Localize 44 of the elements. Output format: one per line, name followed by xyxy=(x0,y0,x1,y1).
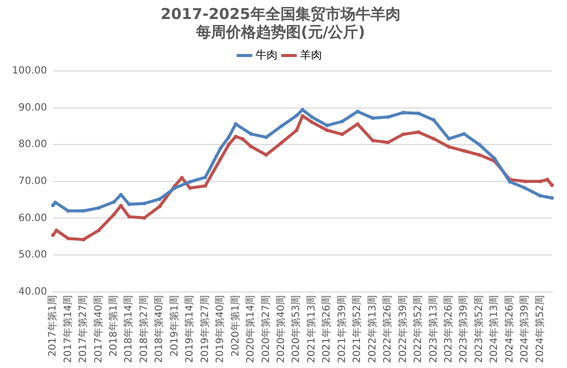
x-tick-label: 2024年第39周 xyxy=(518,294,531,364)
x-tick-label: 2018年第27周 xyxy=(138,294,150,364)
x-tick-label: 2018年第14周 xyxy=(122,294,135,364)
x-tick-label: 2022年第39周 xyxy=(396,294,409,364)
x-tick-label: 2023年第52周 xyxy=(472,294,485,364)
x-tick-label: 2018年第40周 xyxy=(153,294,166,364)
y-tick-label: 100.00 xyxy=(12,66,47,77)
y-tick-label: 50.00 xyxy=(18,250,47,261)
x-tick-label: 2017年第1周 xyxy=(46,294,59,357)
x-tick-label: 2023年第39周 xyxy=(458,294,470,364)
legend-label: 羊肉 xyxy=(300,48,322,62)
x-tick-label: 2019年第1周 xyxy=(168,294,180,357)
x-tick-label: 2021年第52周 xyxy=(351,294,364,364)
x-tick-label: 2020年第53周 xyxy=(290,294,302,364)
legend-label: 牛肉 xyxy=(256,48,278,62)
x-tick-label: 2017年第40周 xyxy=(92,294,104,364)
y-tick-label: 90.00 xyxy=(18,102,47,114)
x-tick-label: 2021年第26周 xyxy=(320,294,333,364)
x-tick-label: 2018年第1周 xyxy=(107,294,120,357)
x-tick-label: 2024年第52周 xyxy=(534,294,546,364)
chart-title: 2017-2025年全国集贸市场牛羊肉 xyxy=(160,4,400,23)
x-tick-label: 2023年第26周 xyxy=(442,294,455,364)
y-tick-label: 40.00 xyxy=(18,286,47,298)
x-tick-label: 2022年第13周 xyxy=(366,294,378,364)
x-tick-label: 2019年第40周 xyxy=(214,294,226,364)
x-tick-label: 2020年第27周 xyxy=(260,294,272,364)
y-tick-label: 60.00 xyxy=(18,212,47,224)
x-tick-label: 2020年第14周 xyxy=(244,294,257,364)
x-tick-label: 2022年第26周 xyxy=(382,294,394,364)
x-tick-label: 2024年第26周 xyxy=(503,294,516,364)
x-tick-label: 2023年第13周 xyxy=(427,294,440,364)
x-tick-label: 2020年第40周 xyxy=(275,294,288,364)
x-tick-label: 2017年第14周 xyxy=(62,294,74,364)
x-tick-label: 2019年第14周 xyxy=(184,294,196,364)
x-tick-label: 2022年第52周 xyxy=(412,294,424,364)
x-tick-label: 2021年第39周 xyxy=(336,294,348,364)
x-tick-label: 2017年第27周 xyxy=(77,294,90,364)
y-tick-label: 80.00 xyxy=(18,139,47,150)
x-tick-label: 2024年第13周 xyxy=(488,294,500,364)
y-tick-label: 70.00 xyxy=(18,176,47,188)
x-tick-label: 2019年第27周 xyxy=(198,294,211,364)
x-tick-label: 2021年第13周 xyxy=(305,294,318,364)
x-tick-label: 2020年第1周 xyxy=(229,294,242,357)
chart-subtitle: 每周价格趋势图(元/公斤) xyxy=(194,22,366,41)
